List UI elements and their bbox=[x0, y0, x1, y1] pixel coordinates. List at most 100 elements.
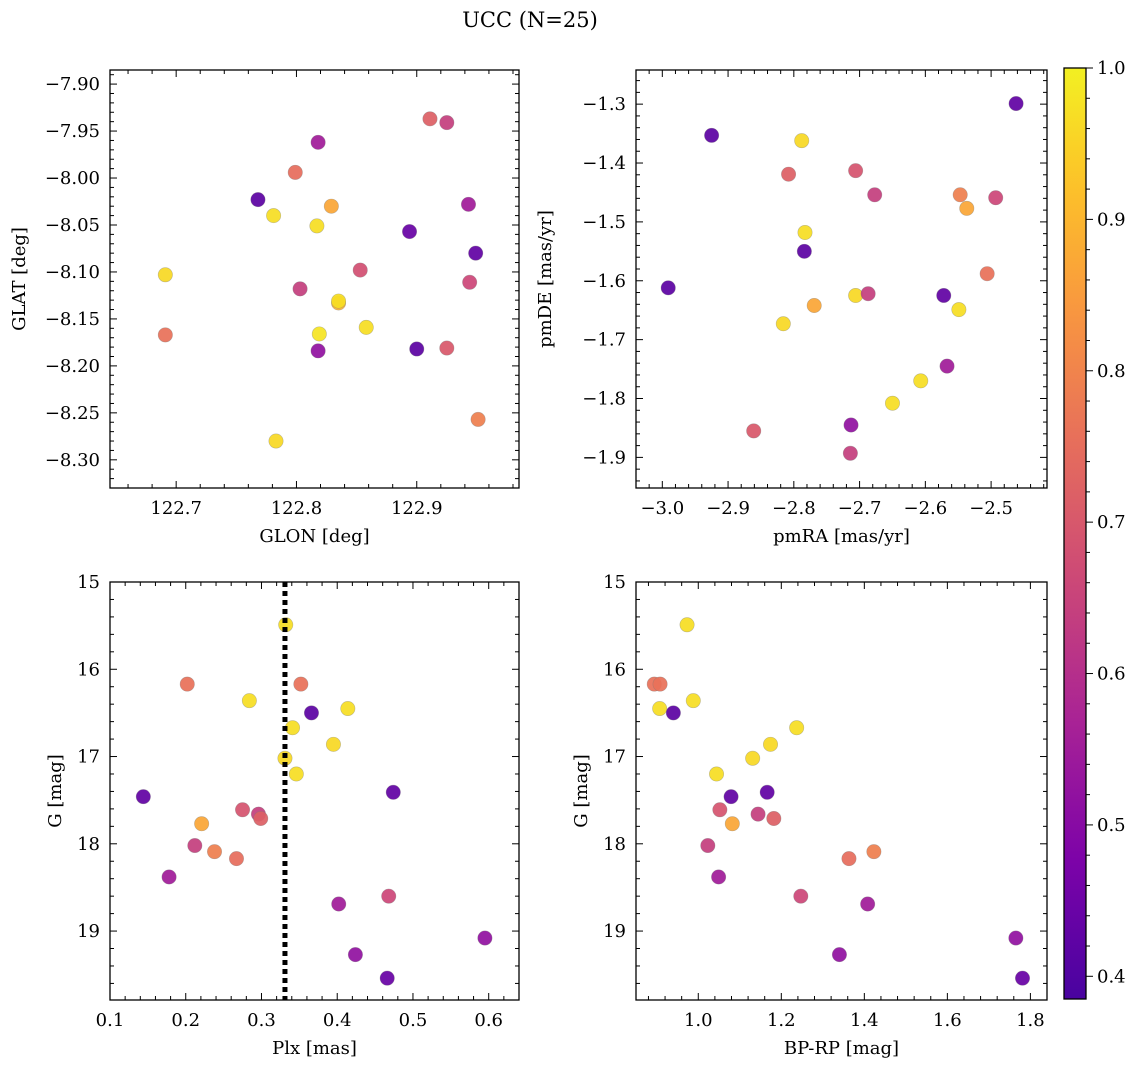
data-point bbox=[979, 266, 995, 282]
x-tick-label: 1.2 bbox=[767, 1010, 796, 1031]
data-point bbox=[1015, 970, 1031, 986]
data-point bbox=[988, 190, 1004, 206]
y-tick-label: −8.25 bbox=[45, 403, 100, 424]
y-axis-label: G [mag] bbox=[45, 754, 66, 827]
y-tick-label: −1.5 bbox=[582, 212, 626, 233]
data-point bbox=[477, 930, 493, 946]
panel-sky: 122.7 122.8 122.9 −7.90 −7.95 −8.00 −8.05 −8.10… bbox=[9, 69, 520, 547]
data-point bbox=[700, 838, 716, 854]
data-point bbox=[409, 341, 425, 357]
data-point bbox=[665, 705, 681, 721]
data-point bbox=[789, 720, 805, 736]
data-point bbox=[745, 750, 761, 766]
data-point bbox=[679, 617, 695, 633]
axes-frame bbox=[109, 69, 520, 489]
data-point bbox=[310, 343, 326, 359]
y-tick-label: −8.00 bbox=[45, 168, 100, 189]
x-tick-label: 0.2 bbox=[171, 1010, 200, 1031]
data-point bbox=[860, 896, 876, 912]
data-point bbox=[660, 280, 676, 296]
data-point bbox=[303, 705, 319, 721]
y-tick-label: 15 bbox=[603, 572, 626, 593]
data-point bbox=[1008, 930, 1024, 946]
x-tick-label: 1.6 bbox=[933, 1010, 962, 1031]
data-point bbox=[763, 736, 779, 752]
data-point bbox=[235, 802, 251, 818]
y-tick-label: −8.30 bbox=[45, 450, 100, 471]
data-point bbox=[759, 784, 775, 800]
x-tick-label: 122.7 bbox=[150, 498, 202, 519]
y-tick-label: −1.6 bbox=[582, 271, 626, 292]
data-point bbox=[161, 869, 177, 885]
data-point bbox=[884, 395, 900, 411]
data-point bbox=[285, 720, 301, 736]
y-tick-label: 17 bbox=[603, 747, 626, 768]
data-point bbox=[268, 433, 284, 449]
scatter-points bbox=[135, 617, 493, 986]
data-point bbox=[936, 287, 952, 303]
x-axis-label: BP-RP [mag] bbox=[784, 1038, 899, 1059]
data-point bbox=[468, 245, 484, 261]
colorbar-tick-label: 0.5 bbox=[1097, 815, 1126, 836]
axes-frame bbox=[635, 69, 1048, 489]
data-point bbox=[848, 287, 864, 303]
y-tick-label: 16 bbox=[603, 659, 626, 680]
data-point bbox=[439, 340, 455, 356]
y-tick-label: −8.05 bbox=[45, 215, 100, 236]
x-tick-label: 0.4 bbox=[323, 1010, 352, 1031]
scatter-points bbox=[660, 96, 1024, 461]
y-tick-label: −8.10 bbox=[45, 262, 100, 283]
x-tick-label: 0.5 bbox=[399, 1010, 428, 1031]
data-point bbox=[939, 358, 955, 374]
x-tick-label: 1.4 bbox=[850, 1010, 879, 1031]
data-point bbox=[179, 676, 195, 692]
x-tick-label: −2.5 bbox=[969, 498, 1013, 519]
x-axis-label: pmRA [mas/yr] bbox=[773, 526, 910, 547]
data-point bbox=[913, 373, 929, 389]
data-point bbox=[266, 208, 282, 224]
x-tick-label: 0.6 bbox=[474, 1010, 503, 1031]
y-tick-label: 19 bbox=[77, 921, 100, 942]
colorbar-tick-label: 0.4 bbox=[1097, 966, 1126, 987]
data-point bbox=[250, 192, 266, 208]
y-tick-label: −8.15 bbox=[45, 309, 100, 330]
x-tick-label: 1.0 bbox=[684, 1010, 713, 1031]
data-point bbox=[724, 816, 740, 832]
data-point bbox=[781, 166, 797, 182]
data-point bbox=[287, 164, 303, 180]
data-point bbox=[460, 196, 476, 212]
x-tick-label: 0.1 bbox=[96, 1010, 125, 1031]
x-tick-label: 122.8 bbox=[271, 498, 323, 519]
data-point bbox=[746, 423, 762, 439]
panel-plx_g: 0.1 0.2 0.3 0.4 0.5 0.6 15 16 17 18 19 Plx [mas] G [… bbox=[45, 572, 520, 1059]
data-point bbox=[952, 187, 968, 203]
data-point bbox=[422, 111, 438, 127]
scatter-points bbox=[157, 111, 486, 449]
y-tick-label: −8.20 bbox=[45, 356, 100, 377]
colorbar-tick-label: 0.6 bbox=[1097, 664, 1126, 685]
y-tick-label: 19 bbox=[603, 921, 626, 942]
y-tick-label: −1.4 bbox=[582, 153, 626, 174]
data-point bbox=[187, 838, 203, 854]
data-point bbox=[253, 810, 269, 826]
colorbar-tick-label: 0.9 bbox=[1097, 209, 1126, 230]
data-point bbox=[797, 224, 813, 240]
data-point bbox=[331, 896, 347, 912]
data-point bbox=[352, 262, 368, 278]
data-point bbox=[796, 243, 812, 259]
data-point bbox=[157, 327, 173, 343]
data-point bbox=[135, 789, 151, 805]
x-axis-label: GLON [deg] bbox=[259, 526, 369, 547]
data-point bbox=[867, 187, 883, 203]
colorbar: 0.4 0.5 0.6 0.7 0.8 0.9 1.0 bbox=[1063, 58, 1126, 1000]
x-tick-label: −3.0 bbox=[640, 498, 684, 519]
data-point bbox=[841, 851, 857, 867]
data-point bbox=[766, 810, 782, 826]
data-point bbox=[331, 293, 347, 309]
y-tick-label: 18 bbox=[603, 834, 626, 855]
x-axis-label: Plx [mas] bbox=[272, 1038, 357, 1059]
data-point bbox=[860, 286, 876, 302]
data-point bbox=[241, 693, 257, 709]
data-point bbox=[775, 316, 791, 332]
